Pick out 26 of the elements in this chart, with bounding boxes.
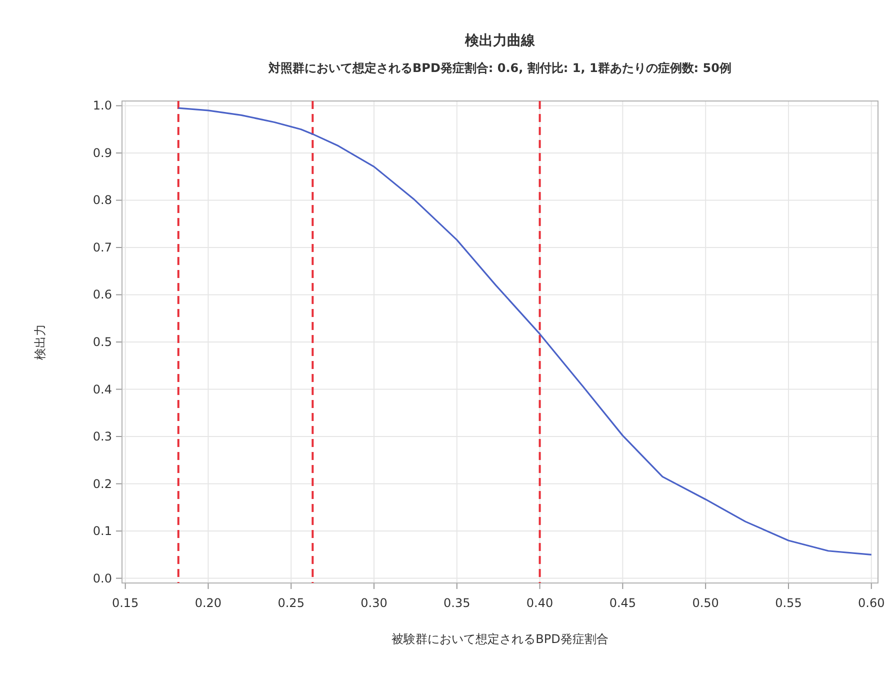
y-tick-label: 0.9 — [92, 146, 112, 160]
y-tick-label: 0.0 — [92, 571, 112, 586]
x-tick-label: 0.55 — [775, 596, 802, 610]
chart-subtitle: 対照群において想定されるBPD発症割合: 0.6, 割付比: 1, 1群あたりの症例数: 50例 — [268, 61, 732, 75]
y-tick-label: 0.5 — [92, 335, 112, 349]
x-tick-label: 0.50 — [692, 596, 719, 610]
y-tick-label: 0.6 — [92, 288, 112, 302]
x-tick-label: 0.35 — [444, 596, 470, 610]
y-tick-label: 0.2 — [92, 476, 112, 491]
x-tick-label: 0.25 — [278, 596, 304, 610]
y-tick-label: 0.7 — [92, 240, 112, 254]
y-tick-label: 0.8 — [92, 193, 112, 208]
chart-title: 検出力曲線 — [464, 33, 536, 49]
x-tick-label: 0.45 — [609, 596, 636, 610]
line-series — [178, 107, 872, 556]
y-tick-label: 1.0 — [92, 98, 112, 113]
y-tick-label: 0.3 — [92, 430, 112, 444]
y-tick-label: 0.1 — [92, 524, 112, 538]
x-tick-label: 0.40 — [526, 596, 554, 610]
x-tick-label: 0.15 — [112, 596, 139, 610]
x-axis-title: 被験群において想定されるBPD発症割合 — [392, 632, 608, 646]
x-tick-label: 0.20 — [194, 596, 222, 610]
x-tick-label: 0.60 — [858, 596, 885, 610]
y-axis-title: 検出力 — [33, 324, 47, 360]
y-tick-label: 0.4 — [92, 382, 112, 396]
x-tick-label: 0.30 — [360, 596, 388, 610]
